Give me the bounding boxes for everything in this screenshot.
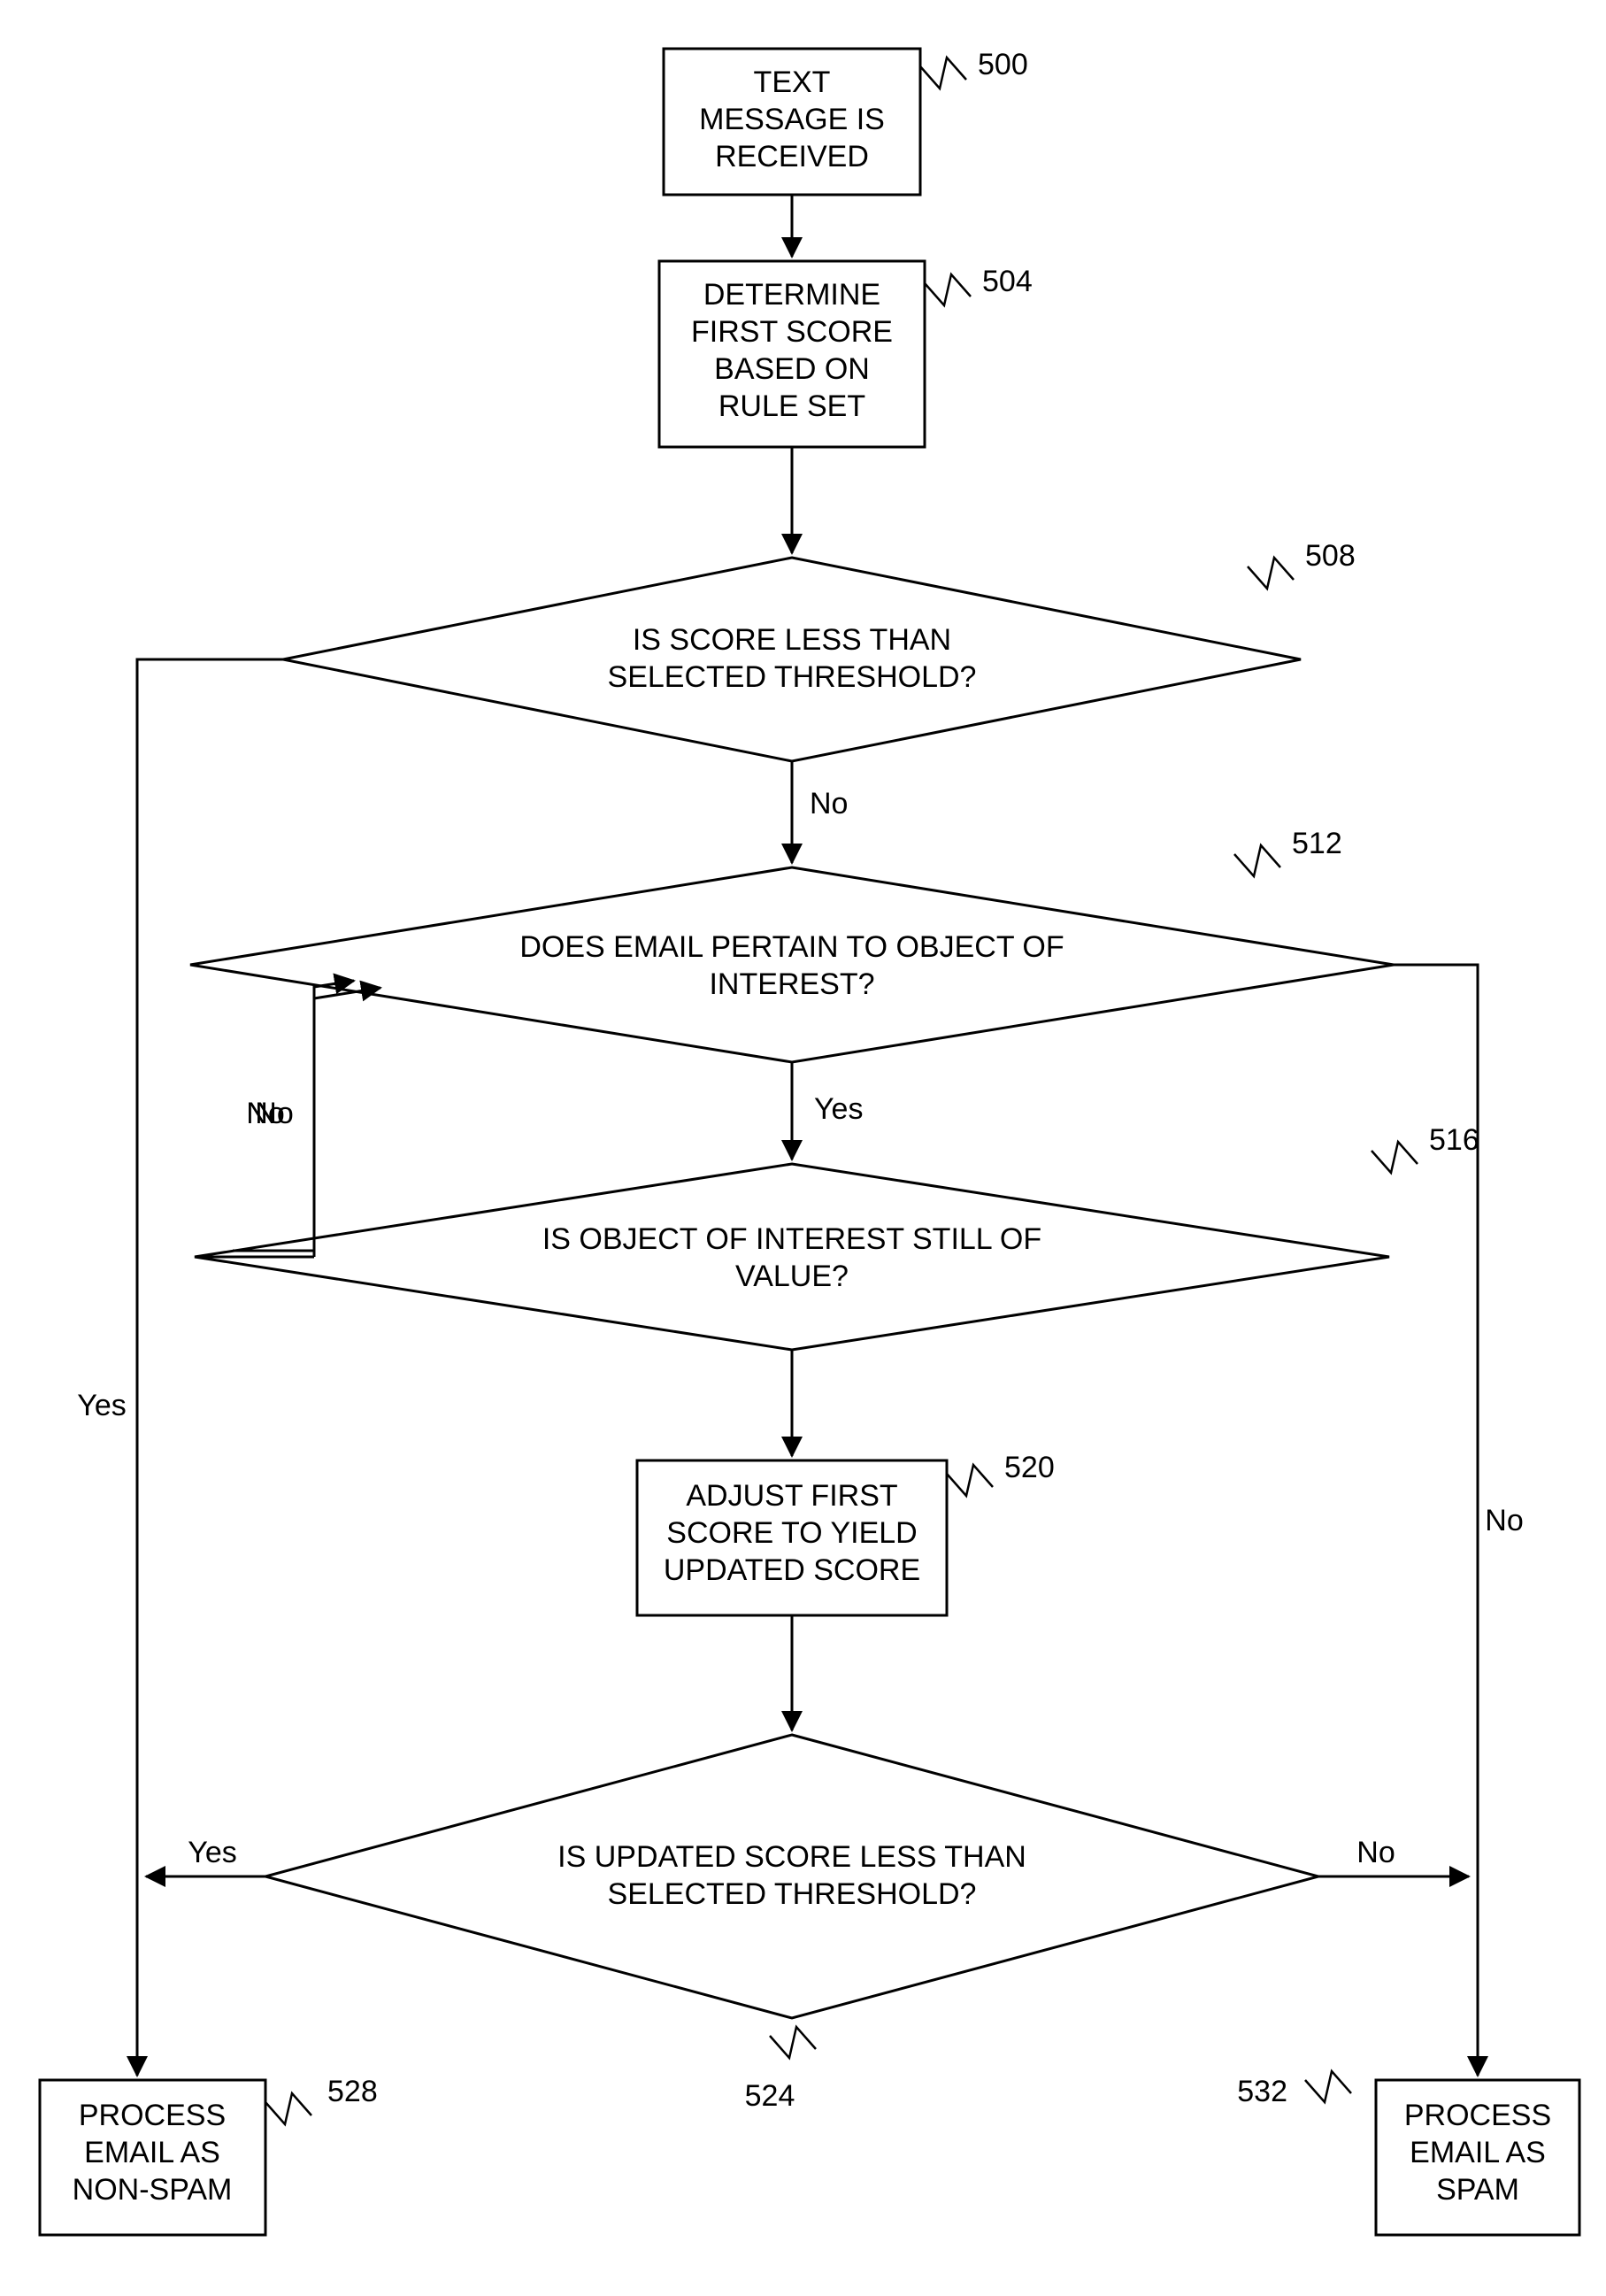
svg-text:516: 516 — [1429, 1123, 1479, 1157]
node-516: IS OBJECT OF INTEREST STILL OF VALUE? — [195, 1164, 1389, 1350]
svg-text:RECEIVED: RECEIVED — [715, 140, 869, 173]
ref-520: 520 — [947, 1451, 1055, 1496]
ref-524: 524 — [745, 2027, 816, 2113]
edge-524-no: No — [1318, 1836, 1469, 1876]
svg-text:IS SCORE LESS THAN: IS SCORE LESS THAN — [633, 623, 951, 657]
svg-text:EMAIL AS: EMAIL AS — [1410, 2136, 1546, 2169]
edge-512-yes: Yes — [792, 1062, 863, 1160]
svg-text:500: 500 — [978, 48, 1028, 81]
svg-text:FIRST SCORE: FIRST SCORE — [691, 315, 893, 349]
svg-text:VALUE?: VALUE? — [735, 1260, 849, 1293]
svg-text:520: 520 — [1004, 1451, 1055, 1484]
ref-512: 512 — [1234, 827, 1342, 876]
svg-text:No: No — [810, 787, 848, 821]
node-504: DETERMINE FIRST SCORE BASED ON RULE SET — [659, 261, 925, 447]
svg-text:INTEREST?: INTEREST? — [709, 967, 874, 1001]
svg-text:RULE SET: RULE SET — [718, 389, 865, 423]
svg-text:DETERMINE: DETERMINE — [703, 278, 880, 312]
flowchart: TEXT MESSAGE IS RECEIVED 500 DETERMINE F… — [0, 0, 1606, 2296]
svg-text:UPDATED SCORE: UPDATED SCORE — [664, 1553, 920, 1587]
svg-text:IS OBJECT OF INTEREST STILL OF: IS OBJECT OF INTEREST STILL OF — [542, 1222, 1041, 1256]
svg-text:PROCESS: PROCESS — [79, 2099, 226, 2132]
svg-text:SPAM: SPAM — [1436, 2173, 1519, 2207]
svg-text:BASED ON: BASED ON — [714, 352, 870, 386]
ref-500: 500 — [920, 48, 1028, 89]
svg-text:508: 508 — [1305, 539, 1356, 573]
ref-528: 528 — [265, 2075, 378, 2124]
svg-text:DOES EMAIL PERTAIN TO OBJECT O: DOES EMAIL PERTAIN TO OBJECT OF — [519, 930, 1064, 964]
svg-text:Yes: Yes — [188, 1836, 236, 1869]
edge-508-no: No — [792, 761, 848, 863]
svg-text:504: 504 — [982, 265, 1033, 298]
node-528: PROCESS EMAIL AS NON-SPAM — [40, 2080, 265, 2235]
ref-516: 516 — [1372, 1123, 1479, 1173]
ref-532: 532 — [1237, 2071, 1351, 2108]
svg-text:EMAIL AS: EMAIL AS — [84, 2136, 220, 2169]
node-512: DOES EMAIL PERTAIN TO OBJECT OF INTEREST… — [190, 867, 1394, 1062]
ref-504: 504 — [925, 265, 1033, 305]
node-508: IS SCORE LESS THAN SELECTED THRESHOLD? — [283, 558, 1301, 761]
svg-text:SELECTED THRESHOLD?: SELECTED THRESHOLD? — [608, 660, 977, 694]
node-500: TEXT MESSAGE IS RECEIVED — [664, 49, 920, 195]
edge-516-no: No — [233, 988, 380, 1251]
svg-text:No: No — [1356, 1836, 1395, 1869]
edge-508-yes: Yes — [77, 659, 283, 2076]
svg-text:Yes: Yes — [77, 1389, 126, 1422]
svg-text:SELECTED THRESHOLD?: SELECTED THRESHOLD? — [608, 1877, 977, 1911]
svg-text:524: 524 — [745, 2079, 795, 2113]
svg-text:No: No — [1485, 1504, 1523, 1537]
svg-text:528: 528 — [327, 2075, 378, 2108]
svg-text:SCORE TO YIELD: SCORE TO YIELD — [666, 1516, 917, 1550]
svg-text:ADJUST FIRST: ADJUST FIRST — [686, 1479, 897, 1513]
svg-text:No: No — [255, 1097, 293, 1130]
svg-text:NON-SPAM: NON-SPAM — [73, 2173, 233, 2207]
node-532: PROCESS EMAIL AS SPAM — [1376, 2080, 1579, 2235]
node-524: IS UPDATED SCORE LESS THAN SELECTED THRE… — [265, 1735, 1318, 2018]
svg-text:TEXT: TEXT — [754, 65, 831, 99]
svg-text:Yes: Yes — [814, 1092, 863, 1126]
svg-text:IS UPDATED SCORE LESS THAN: IS UPDATED SCORE LESS THAN — [557, 1840, 1026, 1874]
edge-524-yes: Yes — [146, 1836, 265, 1876]
svg-text:532: 532 — [1237, 2075, 1287, 2108]
svg-text:512: 512 — [1292, 827, 1342, 860]
node-520: ADJUST FIRST SCORE TO YIELD UPDATED SCOR… — [637, 1460, 947, 1615]
ref-508: 508 — [1248, 539, 1356, 589]
svg-text:MESSAGE IS: MESSAGE IS — [699, 103, 885, 136]
svg-text:PROCESS: PROCESS — [1404, 2099, 1551, 2132]
